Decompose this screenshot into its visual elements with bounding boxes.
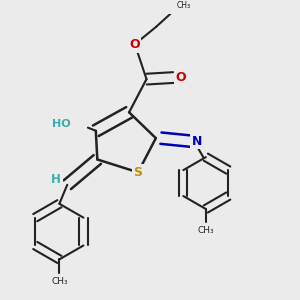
Text: H: H: [51, 172, 61, 186]
Text: N: N: [192, 135, 202, 148]
Text: O: O: [175, 71, 186, 84]
Text: CH₃: CH₃: [176, 1, 191, 10]
Text: S: S: [134, 166, 142, 179]
Text: O: O: [129, 38, 140, 52]
Text: CH₃: CH₃: [51, 277, 68, 286]
Text: HO: HO: [52, 119, 70, 129]
Text: CH₃: CH₃: [197, 226, 214, 236]
